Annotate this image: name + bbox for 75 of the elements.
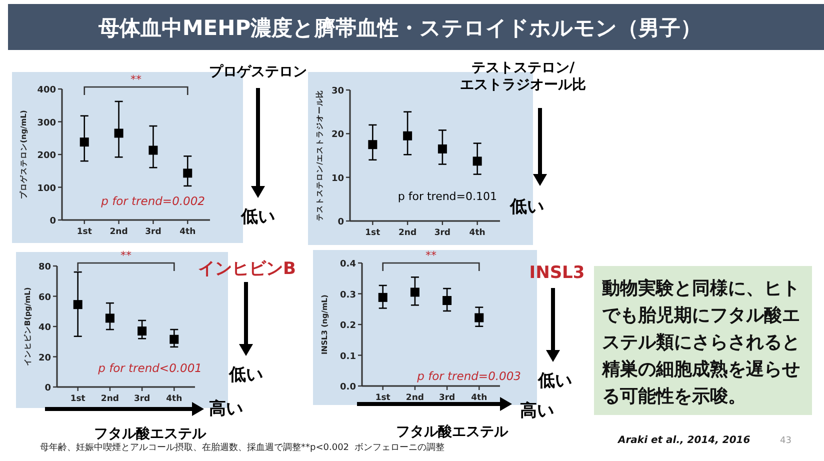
point — [148, 146, 158, 155]
y-tick-label: 0.2 — [340, 321, 356, 331]
text: 動物実験と同様に、ヒトでも胎児期にフタル酸エステル類にさらされると精巣の細胞成熟を遅らせる可能性を示唆。 — [594, 266, 812, 415]
y-tick-label: 20 — [38, 353, 51, 364]
x-tick-label: 4th — [180, 227, 196, 237]
annotation: p for trend=0.101 — [398, 190, 497, 203]
point — [138, 326, 147, 336]
x-tick-label: 3rd — [434, 228, 451, 238]
point — [368, 140, 378, 150]
point — [170, 334, 179, 344]
y-tick-label: 40 — [38, 323, 51, 333]
point — [183, 168, 192, 178]
point — [80, 138, 89, 147]
text: フタル酸エステル — [94, 426, 207, 442]
x-tick-label: 2nd — [406, 393, 424, 403]
x-tick-label: 3rd — [134, 394, 150, 404]
point — [474, 313, 484, 322]
point — [403, 131, 412, 140]
x-tick-label: 1st — [76, 227, 92, 237]
y-tick-label: 0.4 — [340, 260, 356, 270]
y-tick-label: 10 — [331, 174, 344, 184]
text: 低い — [509, 197, 544, 217]
text: インヒビンB — [198, 259, 296, 279]
text: 高い — [520, 401, 554, 421]
text: フタル酸エステル — [396, 424, 509, 440]
point — [472, 156, 482, 166]
text: 低い — [537, 371, 572, 391]
text: 低い — [240, 207, 275, 227]
y-tick-label: 0 — [44, 384, 51, 394]
y-tick-label: 200 — [37, 151, 56, 161]
y-tick-label: 80 — [38, 262, 51, 272]
x-tick-label: 2nd — [110, 227, 128, 237]
annotation: p for trend=0.003 — [416, 369, 521, 383]
text: 母体血中MEHP濃度と臍帯血性・ステロイドホルモン（男子） — [97, 16, 702, 40]
text: プロゲステロン — [209, 63, 307, 80]
x-tick-label: 4th — [166, 394, 182, 404]
x-tick-label: 2nd — [398, 228, 417, 238]
text: ** — [120, 249, 132, 262]
point — [410, 288, 420, 297]
annotation: テストステロン/ エストラジオール比 — [460, 60, 586, 93]
y-tick-label: 0.3 — [340, 290, 356, 300]
y-tick-label: 0 — [50, 216, 56, 226]
x-tick-label: 3rd — [145, 227, 162, 237]
point — [73, 300, 82, 310]
text: INSL3 — [529, 263, 585, 283]
y-tick-label: 400 — [37, 86, 56, 96]
x-tick-label: 4th — [469, 228, 486, 238]
x-tick-label: 2nd — [100, 394, 119, 404]
annotation: p for trend=0.002 — [100, 194, 205, 208]
x-tick-label: 1st — [365, 228, 380, 238]
y-tick-label: 0.1 — [340, 352, 356, 362]
text: ** — [426, 249, 437, 262]
y-tick-label: 300 — [37, 118, 56, 128]
y-tick-label: 20 — [331, 130, 344, 140]
annotation: p for trend<0.001 — [97, 361, 202, 375]
text: ** — [130, 73, 142, 86]
text: 低い — [228, 365, 263, 385]
x-tick-label: 3rd — [438, 393, 456, 403]
text: Araki et al., 2014, 2016 — [618, 435, 750, 446]
point — [378, 292, 388, 302]
y-tick-label: 0.0 — [340, 382, 356, 392]
text: 43 — [780, 436, 792, 446]
text: 母年齢、妊娠中喫煙とアルコール摂取、在胎週数、採血週で調整**p<0.002 ボンフェローニの調整 — [40, 442, 445, 454]
point — [442, 296, 452, 306]
x-tick-label: 1st — [70, 394, 86, 404]
x-tick-label: 4th — [471, 393, 488, 403]
point — [438, 144, 447, 154]
point — [114, 128, 124, 138]
y-tick-label: 30 — [331, 86, 344, 96]
y-tick-label: 0 — [338, 218, 344, 228]
x-tick-label: 1st — [375, 393, 390, 403]
point — [105, 314, 114, 323]
y-tick-label: 100 — [37, 184, 56, 194]
text: 高い — [209, 399, 243, 419]
y-tick-label: 60 — [38, 292, 51, 303]
